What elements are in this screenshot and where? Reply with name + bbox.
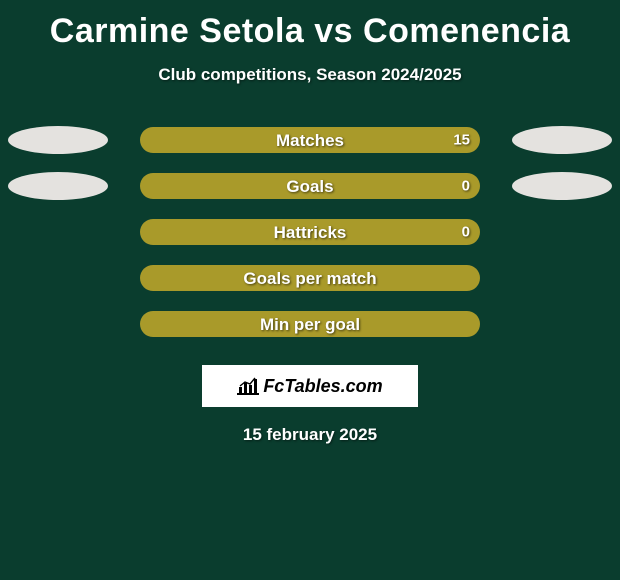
stat-value: 15 [453,132,470,149]
stat-pill: Matches 15 [140,127,480,153]
stats-chart: Matches 15 Goals 0 Hattricks 0 Goals per… [0,117,620,347]
left-marker-ellipse [8,126,108,154]
subtitle: Club competitions, Season 2024/2025 [0,65,620,85]
page-title: Carmine Setola vs Comenencia [0,0,620,51]
stat-label: Min per goal [260,316,360,333]
stat-row: Goals 0 [0,163,620,209]
fctables-logo: FcTables.com [237,376,382,397]
stat-pill: Min per goal [140,311,480,337]
stat-label: Matches [276,132,344,149]
stat-value: 0 [462,178,470,195]
stat-pill: Goals per match [140,265,480,291]
stat-row: Min per goal [0,301,620,347]
stat-label: Hattricks [274,224,347,241]
stat-label: Goals [286,178,333,195]
right-marker-ellipse [512,126,612,154]
left-marker-ellipse [8,172,108,200]
stat-row: Goals per match [0,255,620,301]
right-marker-ellipse [512,172,612,200]
stat-pill: Hattricks 0 [140,219,480,245]
fctables-logo-box: FcTables.com [202,365,418,407]
stat-label: Goals per match [243,270,376,287]
stat-pill: Goals 0 [140,173,480,199]
stat-value: 0 [462,224,470,241]
stat-row: Hattricks 0 [0,209,620,255]
bar-chart-icon [237,377,259,395]
stat-row: Matches 15 [0,117,620,163]
fctables-logo-text: FcTables.com [263,376,382,397]
date-text: 15 february 2025 [0,425,620,445]
